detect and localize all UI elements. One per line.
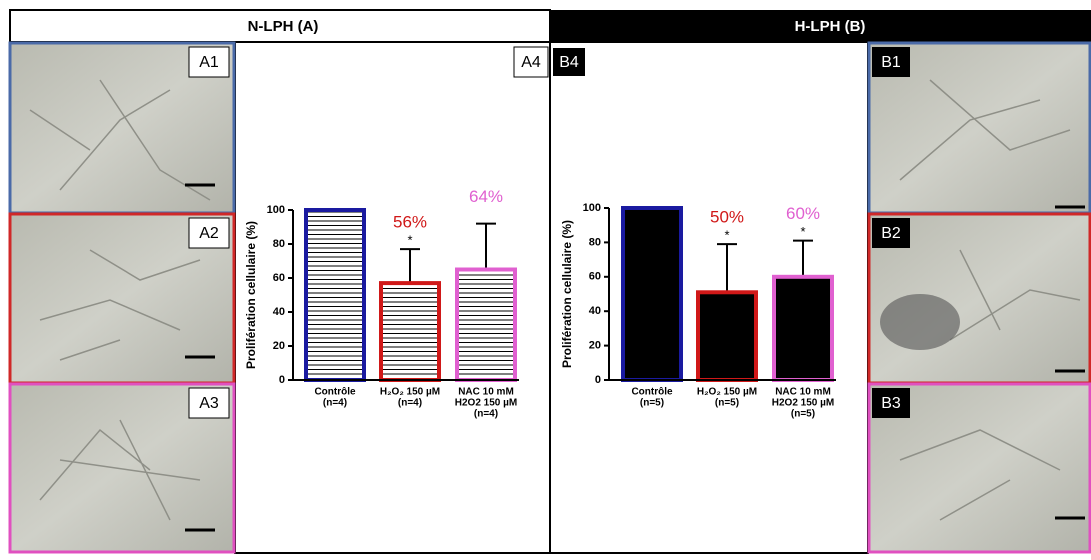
x-tick-label: Contrôle [631,387,673,398]
label-box [872,218,910,248]
x-tick-label: (n=5) [791,409,815,420]
percent-label: 64% [469,187,503,206]
y-tick-label: 0 [595,374,601,386]
x-tick-label: H2O2 150 µM [455,398,517,409]
y-tick-label: 100 [583,202,601,214]
image-label: A2 [199,225,219,242]
percent-label: 56% [393,213,427,232]
x-tick-label: (n=5) [640,398,664,409]
x-tick-label: (n=5) [715,398,739,409]
significance: * [800,224,805,239]
y-axis-label: Prolifération cellulaire (%) [244,221,258,369]
y-tick-label: 40 [273,306,285,318]
percent-label: 50% [710,208,744,227]
header-a [9,9,551,43]
cells [29,79,1081,521]
image-label: B1 [881,54,901,71]
significance: * [407,233,412,248]
y-tick-label: 40 [589,305,601,317]
x-tick-label: (n=4) [474,409,498,420]
x-tick-label: H₂O₂ 150 µM [380,387,440,398]
panel-label-box [553,48,585,76]
debris [880,294,960,350]
image-label: A1 [199,54,219,71]
x-tick-label: H2O2 150 µM [772,398,834,409]
header-b [550,10,1091,42]
label-box [188,46,230,78]
y-tick-label: 20 [273,340,285,352]
significance: * [724,228,729,243]
image-labels: A1 A2 A3 B1 B2 B3 [188,46,910,419]
image-label: B2 [881,225,901,242]
label-box [188,217,230,249]
y-tick-label: 0 [279,374,285,386]
image-label: A3 [199,395,219,412]
header-text: N-LPH (A) [248,18,319,35]
y-axis-label: Prolifération cellulaire (%) [560,220,574,368]
y-tick-label: 80 [589,236,601,248]
panel-label: A4 [521,54,541,71]
x-tick-label: NAC 10 mM [458,387,514,398]
y-tick-label: 20 [589,340,601,352]
bar [772,274,834,382]
y-tick-label: 100 [267,204,285,216]
y-tick-label: 60 [273,272,285,284]
x-tick-label: NAC 10 mM [775,387,831,398]
bar [621,206,683,382]
percent-label: 60% [786,204,820,223]
y-tick-label: 80 [273,238,285,250]
label-box [872,47,910,77]
y-tick-label: 60 [589,271,601,283]
panel-label: B4 [559,54,579,71]
bar [455,267,517,382]
scale-bars [185,183,1085,532]
x-tick-label: Contrôle [314,387,356,398]
x-tick-label: (n=4) [323,398,347,409]
label-box [188,387,230,419]
bar [304,208,366,382]
bar [696,290,758,382]
panel-label-box [513,46,549,78]
image-label: B3 [881,395,901,412]
label-box [872,388,910,418]
x-tick-label: H₂O₂ 150 µM [697,387,757,398]
x-tick-label: (n=4) [398,398,422,409]
header-text: H-LPH (B) [795,18,866,35]
bar [379,281,441,383]
